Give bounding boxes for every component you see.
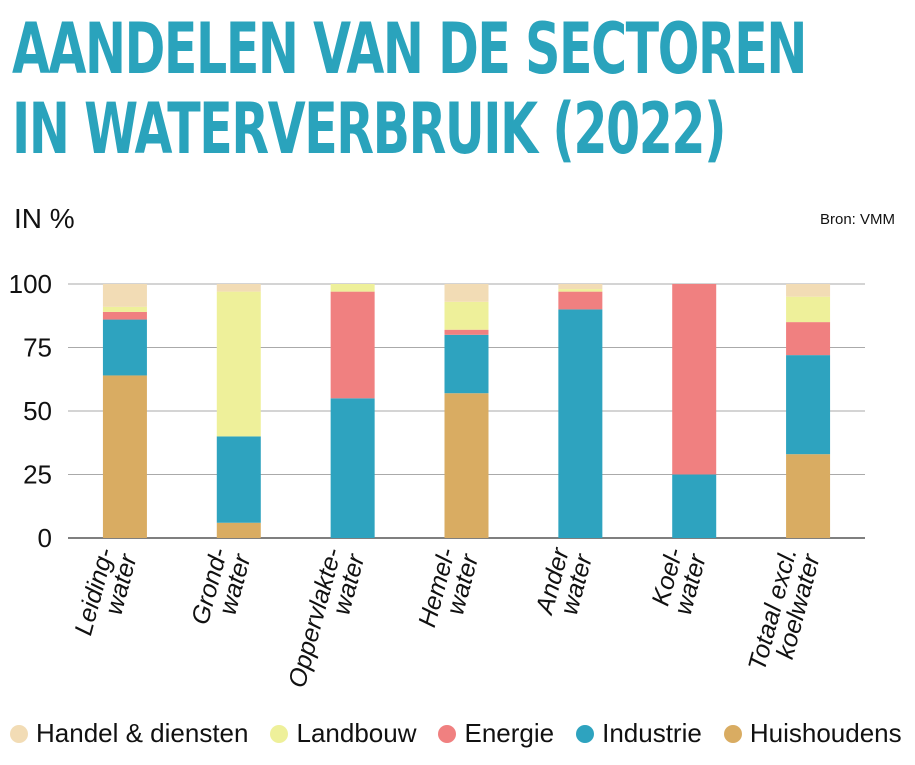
x-tick-label-group: Leiding-water: [69, 545, 143, 638]
bar-segment-huishoudens: [102, 375, 147, 538]
legend-item: Landbouw: [270, 718, 416, 749]
legend-item: Energie: [438, 718, 554, 749]
bar-segment-industrie: [216, 436, 261, 523]
legend-swatch: [270, 724, 289, 743]
legend-item: Huishoudens: [723, 718, 902, 749]
bar-segment-energie: [672, 284, 717, 475]
legend-label: Industrie: [602, 718, 702, 748]
legend-label: Handel & diensten: [36, 718, 249, 748]
bar-segment-landbouw: [786, 296, 831, 323]
bar-segment-landbouw: [558, 289, 603, 292]
x-tick-label-group: Koel-water: [647, 545, 713, 618]
bar-segment-energie: [102, 311, 147, 320]
legend-label: Landbouw: [296, 718, 417, 748]
bar-segment-industrie: [786, 355, 831, 455]
bar-segment-huishoudens: [216, 522, 261, 538]
bar-segment-industrie: [672, 474, 717, 538]
chart-title-line-2: IN WATERVERBRUIK (2022): [12, 88, 727, 170]
legend-label: Huishoudens: [749, 718, 902, 748]
x-tick-label-group: Totaal excl.koelwater: [743, 545, 826, 674]
stacked-bar-chart: 0 25 50 75 100 Leiding-water Grond-water Opperv…: [9, 269, 865, 691]
legend-label: Energie: [464, 718, 555, 748]
bar-segment-landbouw: [444, 301, 489, 330]
bar-segment-industrie: [558, 309, 603, 538]
bar-segment-landbouw: [330, 284, 375, 292]
bar-segment-handel-diensten: [444, 284, 489, 302]
legend: Handel & diensten Landbouw Energie Industri…: [10, 718, 902, 749]
bar-segment-energie: [786, 322, 831, 356]
legend-swatch: [10, 724, 28, 743]
bar-segment-industrie: [330, 398, 375, 538]
source-label: Bron: VMM: [819, 211, 895, 228]
chart-title-line-1: AANDELEN VAN DE SECTOREN: [12, 8, 807, 90]
y-tick-label: 100: [9, 269, 52, 299]
bar-segment-handel-diensten: [558, 284, 603, 290]
bar-segment-industrie: [444, 334, 489, 394]
legend-swatch: [438, 724, 457, 743]
legend-swatch: [576, 724, 595, 743]
bar-segment-energie: [558, 291, 603, 310]
unit-label: IN %: [14, 203, 75, 234]
bar-segment-handel-diensten: [786, 284, 831, 297]
x-tick-label-group: Grond-water: [186, 545, 257, 627]
y-tick-label: 0: [38, 523, 52, 553]
bar-segment-handel-diensten: [102, 284, 147, 307]
y-tick-label: 25: [23, 460, 52, 490]
y-tick-label: 75: [23, 333, 52, 363]
legend-item: Industrie: [576, 718, 702, 749]
x-tick-label-group: Oppervlakte-water: [283, 545, 371, 690]
legend-item: Handel & diensten: [10, 718, 248, 749]
y-tick-label: 50: [23, 396, 52, 426]
bar-segment-energie: [330, 291, 375, 399]
bar-segment-huishoudens: [786, 454, 831, 538]
bar-segment-landbouw: [216, 291, 261, 437]
bar-segment-huishoudens: [444, 393, 489, 538]
x-tick-label: Oppervlakte-: [283, 545, 347, 690]
legend-swatch: [723, 724, 742, 743]
bar-segment-energie: [444, 329, 489, 335]
bar-segment-industrie: [102, 319, 147, 376]
bar-segment-landbouw: [102, 306, 147, 312]
x-tick-label-group: Hemel-water: [413, 545, 485, 630]
bar-segment-handel-diensten: [216, 284, 261, 292]
